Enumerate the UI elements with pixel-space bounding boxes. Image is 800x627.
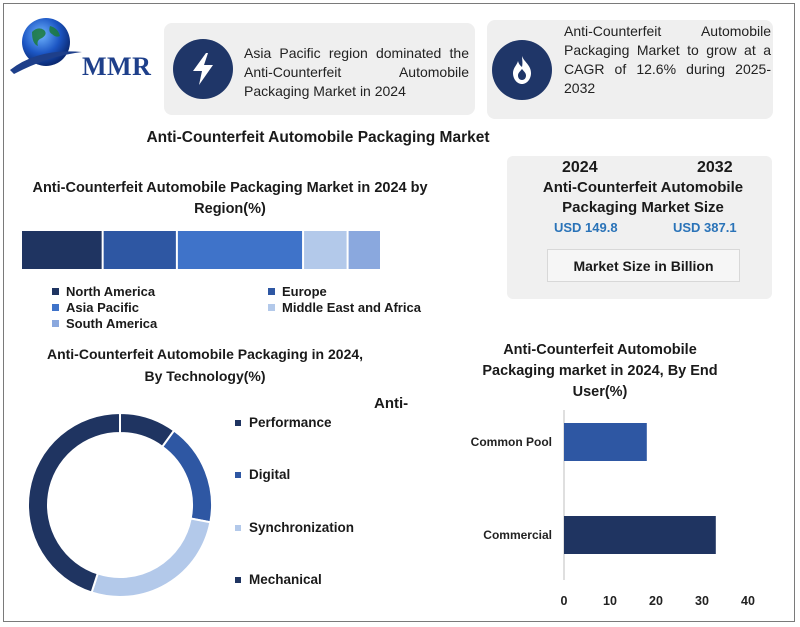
value-end: USD 387.1 xyxy=(673,220,737,235)
market-size-title: Anti-Counterfeit Automobile Packaging Ma… xyxy=(542,179,744,216)
highlight-card-cagr: Anti-Counterfeit Automobile Packaging Ma… xyxy=(487,20,773,119)
region-legend-item-asia-pacific: Asia Pacific xyxy=(52,300,139,315)
flame-icon xyxy=(492,40,552,100)
region-segment-north-america xyxy=(22,231,102,269)
main-title: Anti-Counterfeit Automobile Packaging Ma… xyxy=(146,129,490,146)
legend-label: Performance xyxy=(249,415,332,430)
bar-common-pool xyxy=(564,423,647,461)
region-segment-europe xyxy=(103,231,176,269)
logo-text: MMR xyxy=(82,52,152,81)
legend-swatch xyxy=(235,524,241,531)
category-label: Common Pool xyxy=(471,435,552,449)
legend-label: Middle East and Africa xyxy=(282,300,421,315)
highlight-text-cagr: Anti-Counterfeit Automobile Packaging Ma… xyxy=(564,23,771,96)
legend-swatch xyxy=(52,288,59,295)
region-segment-middle-east-and-africa xyxy=(304,231,347,269)
year-end: 2032 xyxy=(697,159,733,176)
legend-label: South America xyxy=(66,316,158,331)
technology-chart-title: Anti-Counterfeit Automobile Packaging in… xyxy=(46,346,364,384)
legend-swatch xyxy=(268,304,275,311)
region-chart-title: Anti-Counterfeit Automobile Packaging Ma… xyxy=(32,180,428,217)
legend-label: Synchronization xyxy=(249,520,355,535)
legend-label: Asia Pacific xyxy=(66,300,139,315)
year-start: 2024 xyxy=(562,159,598,176)
technology-legend-item-synchronization: Synchronization xyxy=(235,520,354,535)
legend-swatch xyxy=(268,288,275,295)
x-tick-label: 0 xyxy=(561,594,568,608)
region-legend-item-south-america: South America xyxy=(52,316,157,331)
donut-slice-digital xyxy=(160,429,213,524)
x-tick-label: 30 xyxy=(695,594,709,608)
legend-label: Digital xyxy=(249,467,291,482)
legend-swatch xyxy=(235,419,241,426)
region-stacked-bar xyxy=(22,231,380,269)
legend-label: Mechanical xyxy=(249,572,322,587)
legend-swatch xyxy=(52,320,59,327)
region-segment-asia-pacific xyxy=(177,231,303,269)
end-user-chart-title: Anti-Counterfeit Automobile Packaging ma… xyxy=(482,342,718,400)
x-tick-label: 20 xyxy=(649,594,663,608)
x-tick-label: 40 xyxy=(741,594,755,608)
globe-icon xyxy=(10,18,82,74)
legend-swatch xyxy=(52,304,59,311)
market-size-unit: Market Size in Billion xyxy=(547,249,740,282)
region-legend-item-middle-east-and-africa: Middle East and Africa xyxy=(268,300,421,315)
legend-label: North America xyxy=(66,284,156,299)
highlight-text-region: Asia Pacific region dominated the Anti-C… xyxy=(244,45,469,99)
end-user-bar-chart: Common Pool Commercial 0 10 20 30 40 xyxy=(471,410,755,608)
legend-swatch xyxy=(235,576,241,583)
technology-donut-chart xyxy=(27,411,213,598)
lightning-icon xyxy=(173,39,233,99)
region-legend-item-europe: Europe xyxy=(268,284,327,299)
donut-slice-mechanical xyxy=(27,411,121,594)
highlight-card-region: Asia Pacific region dominated the Anti-C… xyxy=(164,23,475,115)
region-legend-item-north-america: North America xyxy=(52,284,155,299)
market-size-card: 2024 2032 Anti-Counterfeit Automobile Pa… xyxy=(507,156,772,299)
category-label: Commercial xyxy=(483,528,552,542)
donut-slice-synchronization xyxy=(90,517,212,598)
region-segment-south-america xyxy=(348,231,380,269)
x-tick-label: 10 xyxy=(603,594,617,608)
bar-commercial xyxy=(564,516,716,554)
technology-legend-item-performance: Performance xyxy=(235,415,332,430)
stray-label: Anti- xyxy=(374,395,409,412)
value-start: USD 149.8 xyxy=(554,220,618,235)
mmr-logo: MMR xyxy=(8,12,158,82)
legend-swatch xyxy=(235,471,241,478)
technology-legend-item-digital: Digital xyxy=(235,467,290,482)
technology-legend-item-mechanical: Mechanical xyxy=(235,572,322,587)
infographic-frame xyxy=(3,3,795,622)
legend-label: Europe xyxy=(282,284,327,299)
